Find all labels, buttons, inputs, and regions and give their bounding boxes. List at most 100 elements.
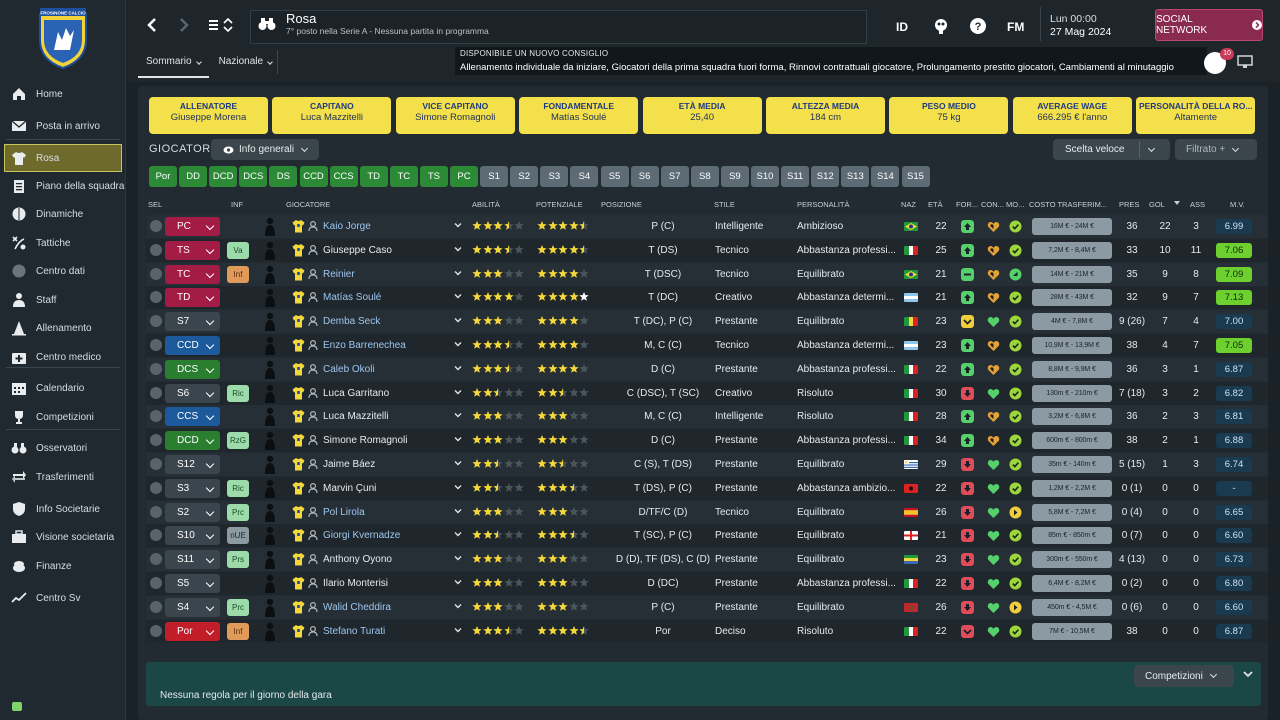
player-name[interactable]: Anthony Oyono [323,554,392,566]
sidebar-item-staff[interactable]: Staff [0,286,126,314]
tab-sommario[interactable]: Sommario [138,54,209,78]
row-select-checkbox[interactable] [150,458,162,470]
row-select-checkbox[interactable] [150,529,162,542]
role-dropdown[interactable]: CCS [165,407,220,427]
row-select-checkbox[interactable] [150,220,162,232]
col-style[interactable]: STILE [714,200,735,209]
col-personality[interactable]: PERSONALITÀ [797,200,850,209]
chevron-down-icon[interactable] [454,364,462,372]
flag-it-icon[interactable] [904,579,918,588]
player-name[interactable]: Kaio Jorge [323,221,371,232]
role-dropdown[interactable]: S7 [165,312,220,332]
club-badge-icon[interactable] [932,17,950,35]
sidebar-item-home[interactable]: Home [0,80,126,108]
position-chip-tc[interactable]: TC [389,166,418,187]
chevron-down-icon[interactable] [454,602,462,610]
chevron-down-icon[interactable] [454,435,462,443]
table-row[interactable]: TS Va Giuseppe Caso T (DS) Tecnico Abbastanza… [146,238,1268,262]
sidebar-item-info-societarie[interactable]: Info Societarie [0,495,126,523]
table-row[interactable]: S5 Ilario Monterisi D (DC) Prestante Abbasta… [146,572,1268,595]
flag-br-icon[interactable] [904,222,918,231]
player-name[interactable]: Matías Soulé [323,292,382,304]
row-select-checkbox[interactable] [150,267,162,280]
table-row[interactable]: S11 Prs Anthony Oyono D (D), TF (DS), C (D)… [146,548,1268,572]
summary-card[interactable]: VICE CAPITANO Simone Romagnoli [395,97,515,134]
table-row[interactable]: S2 Prc Pol Lirola D/TF/C (D) Tecnico Equilibr… [146,500,1268,524]
row-select-checkbox[interactable] [150,624,162,637]
player-name[interactable]: Jaime Báez [323,459,376,470]
position-chip-s15[interactable]: S15 [901,166,930,187]
competitions-dropdown[interactable]: Competizioni [1134,665,1234,687]
summary-card[interactable]: PERSONALITÀ DELLA RO... Altamente [1136,97,1256,134]
role-dropdown[interactable]: S2 [165,502,220,522]
col-ability[interactable]: ABILITÀ [472,200,500,209]
filter-dropdown[interactable]: Filtrato + [1175,139,1257,160]
row-select-checkbox[interactable] [150,243,162,256]
role-dropdown[interactable]: TD [165,288,220,308]
position-chip-s9[interactable]: S9 [720,166,749,187]
chevron-down-icon[interactable] [454,483,462,491]
flag-es-icon[interactable] [904,507,918,517]
role-dropdown[interactable]: CCD [165,336,220,355]
position-chip-dcs[interactable]: DCS [239,166,268,187]
player-name[interactable]: Caleb Okoli [323,363,375,375]
help-icon[interactable]: ? [969,17,987,35]
player-name[interactable]: Demba Seck [323,316,381,328]
sidebar-item-allenamento[interactable]: Allenamento [0,314,126,342]
flag-ar-icon[interactable] [904,293,918,303]
chevron-down-icon[interactable] [454,269,462,277]
sidebar-item-tattiche[interactable]: Tattiche [0,229,126,257]
position-chip-s12[interactable]: S12 [811,166,840,187]
sidebar-item-centro-dati[interactable]: Centro dati [0,257,126,285]
chevron-down-icon[interactable] [454,388,462,396]
summary-card[interactable]: CAPITANO Luca Mazzitelli [272,97,392,134]
player-name[interactable]: Pol Lirola [323,506,365,518]
row-select-checkbox[interactable] [150,362,162,375]
flag-br-icon[interactable] [904,269,918,279]
flag-it-icon[interactable] [904,245,918,255]
summary-card[interactable]: AVERAGE WAGE 666.295 € l'anno [1012,97,1132,134]
col-sel[interactable]: SEL [148,200,163,209]
summary-card[interactable]: FONDAMENTALE Matías Soulé [519,97,639,134]
role-dropdown[interactable]: S4 [165,597,220,617]
position-chip-s8[interactable]: S8 [690,166,719,187]
sidebar-item-rosa[interactable]: Rosa [4,144,122,172]
player-name[interactable]: Walid Cheddira [323,601,391,613]
col-rating[interactable]: M.V. [1230,200,1245,209]
back-button[interactable] [143,14,161,36]
player-name[interactable]: Luca Garritano [323,387,390,399]
chevron-down-icon[interactable] [454,554,462,562]
role-dropdown[interactable]: Por [165,621,220,641]
role-dropdown[interactable]: S10 [165,526,220,546]
role-dropdown[interactable]: S12 [165,455,220,474]
position-chip-s6[interactable]: S6 [630,166,659,187]
role-dropdown[interactable]: S5 [165,574,220,593]
table-row[interactable]: CCD Enzo Barrenechea M, C (C) Tecnico Abbast… [146,334,1268,357]
row-select-checkbox[interactable] [150,505,162,518]
sidebar-item-centro-medico[interactable]: Centro medico [0,343,126,371]
menu-button[interactable] [207,14,237,36]
flag-uy-icon[interactable] [904,460,918,469]
table-row[interactable]: S12 Jaime Báez C (S), T (DS) Prestante Equil… [146,453,1268,476]
table-row[interactable]: TD Matías Soulé T (DC) Creativo Abbastanza d… [146,286,1268,310]
table-row[interactable]: PC Kaio Jorge P (C) Intelligente Ambizioso 22… [146,215,1268,238]
chevron-down-icon[interactable] [454,411,462,419]
player-name[interactable]: Enzo Barrenechea [323,340,406,351]
col-inf[interactable]: INF [231,200,244,209]
chevron-down-icon[interactable] [454,530,462,538]
chevron-down-icon[interactable] [454,292,462,300]
col-form[interactable]: FOR... [956,200,979,209]
position-chip-s14[interactable]: S14 [871,166,900,187]
sidebar-item-centro-sv[interactable]: Centro Sv [0,584,126,612]
row-select-checkbox[interactable] [150,291,162,304]
sidebar-item-competizioni[interactable]: Competizioni [0,403,126,431]
player-name[interactable]: Giuseppe Caso [323,244,392,256]
sidebar-item-finanze[interactable]: Finanze [0,552,126,580]
player-name[interactable]: Ilario Monterisi [323,578,389,589]
role-dropdown[interactable]: TS [165,240,220,260]
role-dropdown[interactable]: S11 [165,550,220,570]
table-row[interactable]: S6 Ric Luca Garritano C (DSC), T (SC) Creati… [146,381,1268,405]
chevron-down-icon[interactable] [454,245,462,253]
flag-it-icon[interactable] [904,412,918,422]
player-name[interactable]: Luca Mazzitelli [323,411,389,423]
